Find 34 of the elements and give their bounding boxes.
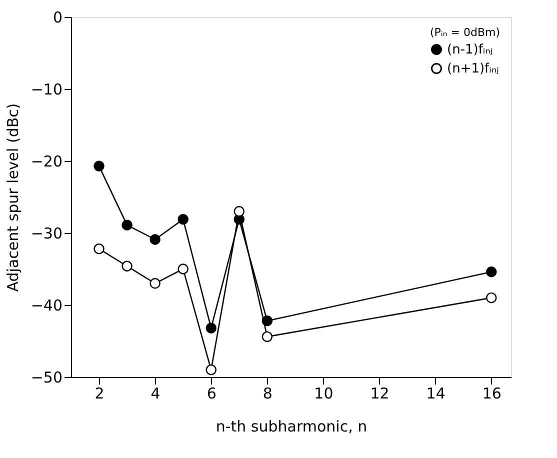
legend-label: (n-1)fᵢₙⱼ (447, 42, 493, 58)
y-tick-label: −50 (30, 368, 62, 386)
point (234, 206, 244, 217)
point (150, 234, 160, 245)
y-tick-label: 0 (52, 8, 62, 26)
point (122, 220, 132, 230)
point (94, 244, 104, 254)
x-tick-label: 2 (94, 384, 104, 402)
point (150, 278, 160, 289)
x-tick-label: 6 (206, 384, 216, 402)
point (178, 264, 188, 274)
y-axis-title: Adjacent spur level (dBc) (4, 103, 22, 292)
y-tick-label: −20 (30, 152, 62, 170)
point (94, 160, 104, 172)
y-tick-label: −10 (30, 80, 62, 98)
x-tick-label: 8 (262, 384, 272, 402)
legend-title: (Pᵢₙ = 0dBm) (430, 26, 500, 39)
x-tick-label: 16 (482, 384, 502, 402)
point (122, 260, 132, 272)
x-tick-label: 10 (314, 384, 334, 402)
x-tick-label: 12 (370, 384, 390, 402)
point (262, 316, 273, 326)
point (486, 266, 497, 278)
point (262, 331, 273, 342)
x-axis-title: n-th subharmonic, n (216, 418, 368, 436)
point (206, 322, 216, 334)
point (178, 214, 188, 225)
y-tick-label: −30 (30, 224, 62, 242)
point (486, 292, 497, 304)
x-tick-label: 4 (150, 384, 160, 402)
y-tick-label: −40 (30, 296, 62, 314)
x-tick-label: 14 (426, 384, 446, 402)
legend-label: (n+1)fᵢₙⱼ (447, 62, 499, 76)
point (206, 364, 216, 376)
